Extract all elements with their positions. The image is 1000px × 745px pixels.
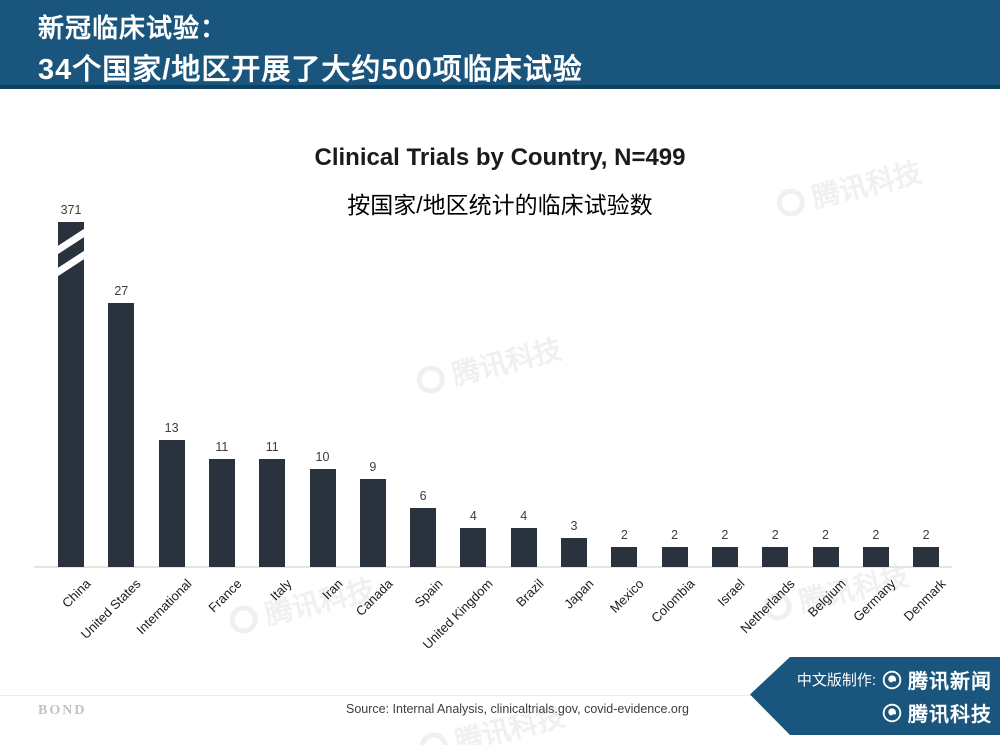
bar-italy [259, 459, 286, 567]
bar-iran [309, 469, 336, 567]
header-title-line1: 新冠临床试验： [38, 13, 228, 43]
tencent-logo-icon [882, 703, 902, 722]
tencent-watermark-text: 腾讯科技 [448, 333, 565, 391]
value-label-france: 11 [215, 440, 229, 454]
bar-international [158, 440, 185, 567]
footer-divider [0, 695, 1000, 696]
ribbon-row-tech: 腾讯科技 [882, 698, 992, 727]
tencent-watermark-logo-icon [416, 729, 451, 745]
bond-logo: BOND [38, 703, 87, 718]
value-label-netherlands: 2 [771, 528, 779, 542]
bar-netherlands [762, 547, 789, 567]
bar-belgium [812, 547, 839, 567]
bar-china [52, 222, 90, 567]
value-label-belgium: 2 [822, 528, 829, 542]
bar-germany [862, 547, 889, 567]
value-label-colombia: 2 [671, 528, 679, 542]
value-label-canada: 9 [369, 460, 377, 474]
bar-united-states [108, 303, 135, 567]
bar-canada [359, 479, 386, 567]
value-label-mexico: 2 [620, 528, 628, 542]
value-label-japan: 3 [570, 519, 578, 533]
value-label-iran: 10 [315, 450, 330, 464]
bar-united-kingdom [460, 528, 487, 567]
header-banner: 新冠临床试验： 34个国家/地区开展了大约500项临床试验 [0, 0, 1000, 89]
bar-mexico [611, 547, 638, 567]
value-label-international: 13 [164, 421, 179, 435]
value-label-denmark: 2 [922, 528, 930, 542]
bar-brazil [510, 528, 537, 567]
bar-japan [561, 538, 587, 567]
value-label-germany: 2 [872, 528, 880, 542]
source-note: Source: Internal Analysis, clinicaltrial… [346, 702, 689, 716]
tencent-logo-icon [882, 670, 902, 689]
bar-colombia [661, 547, 688, 567]
chart-subtitle: 按国家/地区统计的临床试验数 [347, 192, 653, 218]
value-label-united-states: 27 [114, 284, 129, 298]
value-label-china: 371 [60, 203, 82, 217]
tencent-watermark-logo-icon [413, 362, 448, 397]
tencent-watermark: 腾讯科技 [412, 328, 565, 403]
value-label-israel: 2 [721, 528, 729, 542]
bar-denmark [913, 547, 940, 567]
bar-spain [410, 508, 437, 567]
bar-israel [711, 547, 738, 567]
x-axis-line [34, 566, 952, 568]
chart-title: Clinical Trials by Country, N=499 [314, 144, 686, 171]
value-label-united-kingdom: 4 [469, 509, 477, 523]
ribbon-prefix-label: 中文版制作: [796, 672, 876, 689]
value-label-italy: 11 [265, 440, 279, 454]
tencent-credit-ribbon: 中文版制作: 腾讯新闻 腾讯科技 [750, 657, 1000, 735]
value-label-spain: 6 [419, 489, 427, 503]
ribbon-row-news: 中文版制作: 腾讯新闻 [797, 665, 992, 694]
bar-france [208, 459, 235, 567]
value-label-brazil: 4 [520, 509, 528, 523]
header-title-line2: 34个国家/地区开展了大约500项临床试验 [38, 54, 583, 86]
tencent-tech-label: 腾讯科技 [908, 704, 992, 726]
tencent-news-label: 腾讯新闻 [908, 671, 992, 693]
